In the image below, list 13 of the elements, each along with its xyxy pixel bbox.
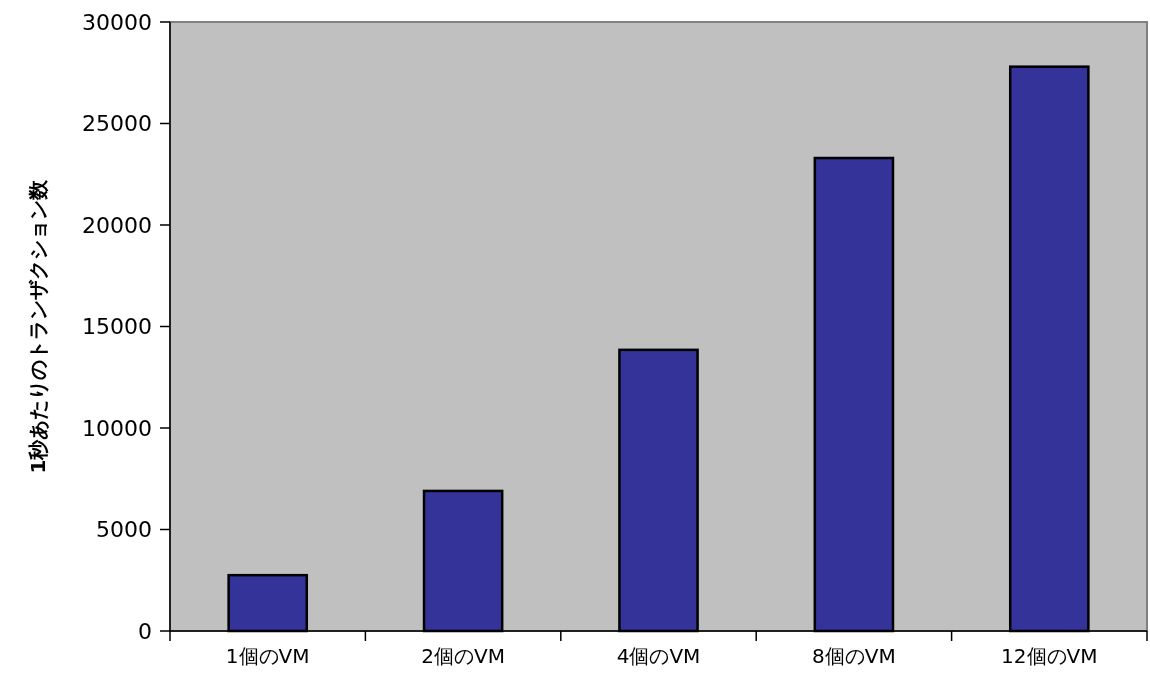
x-tick-label: 2個のVM [421,644,505,668]
y-tick-label: 25000 [82,111,152,136]
y-tick-label: 5000 [96,517,152,542]
y-tick-label: 0 [138,618,152,644]
x-tick-label: 8個のVM [812,644,896,668]
y-tick-label: 20000 [82,212,152,238]
y-tick-label: 10000 [82,415,152,441]
y-tick-label: 30000 [82,9,152,35]
x-tick-label: 4個のVM [616,644,701,668]
x-tick-label: 1個のVM [225,644,310,668]
y-tick-label: 15000 [82,314,152,339]
x-tick-label: 12個のVM [1001,644,1098,668]
y-axis-title: 1秒あたりのトランザクション数 [26,178,50,474]
